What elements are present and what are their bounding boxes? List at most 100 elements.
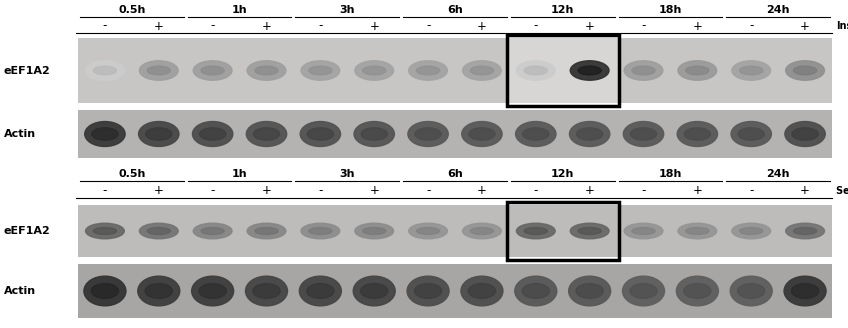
Ellipse shape xyxy=(92,284,119,298)
Ellipse shape xyxy=(570,61,609,80)
Ellipse shape xyxy=(684,128,711,140)
Ellipse shape xyxy=(630,128,656,140)
Ellipse shape xyxy=(686,66,709,75)
Text: -: - xyxy=(641,19,645,32)
Text: 3h: 3h xyxy=(339,5,355,15)
Ellipse shape xyxy=(569,276,611,306)
Text: +: + xyxy=(801,184,810,197)
Ellipse shape xyxy=(92,128,118,140)
Ellipse shape xyxy=(255,66,278,75)
Ellipse shape xyxy=(139,61,178,80)
Ellipse shape xyxy=(301,61,340,80)
Text: Serum (1%): Serum (1%) xyxy=(836,186,848,196)
Ellipse shape xyxy=(462,223,501,239)
Bar xyxy=(507,35,618,106)
Ellipse shape xyxy=(408,121,449,147)
Ellipse shape xyxy=(415,128,441,140)
Text: 12h: 12h xyxy=(551,169,574,179)
Ellipse shape xyxy=(678,223,717,239)
Ellipse shape xyxy=(409,61,448,80)
Ellipse shape xyxy=(469,128,495,140)
Ellipse shape xyxy=(86,223,125,239)
Ellipse shape xyxy=(253,284,280,298)
Ellipse shape xyxy=(794,66,817,75)
Text: -: - xyxy=(533,19,538,32)
Bar xyxy=(78,38,832,103)
Ellipse shape xyxy=(732,223,771,239)
Ellipse shape xyxy=(354,61,393,80)
Ellipse shape xyxy=(354,276,395,306)
Ellipse shape xyxy=(677,276,718,306)
Ellipse shape xyxy=(409,223,448,239)
Ellipse shape xyxy=(247,223,286,239)
Text: eEF1A2: eEF1A2 xyxy=(4,226,51,236)
Ellipse shape xyxy=(686,228,709,235)
Ellipse shape xyxy=(354,223,393,239)
Ellipse shape xyxy=(199,128,226,140)
Ellipse shape xyxy=(361,128,388,140)
Ellipse shape xyxy=(354,121,394,147)
Text: 18h: 18h xyxy=(659,5,682,15)
Ellipse shape xyxy=(576,284,603,298)
Ellipse shape xyxy=(461,121,502,147)
Ellipse shape xyxy=(148,66,170,75)
Ellipse shape xyxy=(407,276,449,306)
Text: 24h: 24h xyxy=(767,169,789,179)
Ellipse shape xyxy=(193,223,232,239)
Ellipse shape xyxy=(255,228,278,235)
Text: -: - xyxy=(103,19,107,32)
Ellipse shape xyxy=(300,121,341,147)
Ellipse shape xyxy=(570,223,609,239)
Text: Actin: Actin xyxy=(4,129,36,139)
Text: -: - xyxy=(749,184,753,197)
Ellipse shape xyxy=(416,228,440,235)
Text: +: + xyxy=(369,19,379,32)
Ellipse shape xyxy=(578,228,601,235)
Text: +: + xyxy=(477,19,487,32)
Ellipse shape xyxy=(145,284,172,298)
Text: Insulin(10ug/ml): Insulin(10ug/ml) xyxy=(836,21,848,31)
Ellipse shape xyxy=(516,121,556,147)
Text: +: + xyxy=(693,19,702,32)
Ellipse shape xyxy=(471,66,494,75)
Ellipse shape xyxy=(416,66,440,75)
Text: +: + xyxy=(153,19,164,32)
Ellipse shape xyxy=(524,228,548,235)
Ellipse shape xyxy=(516,223,555,239)
Ellipse shape xyxy=(415,284,442,298)
Text: 6h: 6h xyxy=(447,169,463,179)
Ellipse shape xyxy=(794,228,817,235)
Text: 1h: 1h xyxy=(232,5,248,15)
Text: 1h: 1h xyxy=(232,169,248,179)
Ellipse shape xyxy=(192,276,234,306)
Ellipse shape xyxy=(731,121,772,147)
Ellipse shape xyxy=(309,228,332,235)
Bar xyxy=(78,205,832,257)
Ellipse shape xyxy=(201,228,224,235)
Ellipse shape xyxy=(732,61,771,80)
Ellipse shape xyxy=(632,228,656,235)
Ellipse shape xyxy=(630,284,657,298)
Ellipse shape xyxy=(738,284,765,298)
Text: -: - xyxy=(318,19,322,32)
Ellipse shape xyxy=(516,61,555,80)
Ellipse shape xyxy=(622,276,665,306)
Ellipse shape xyxy=(137,276,180,306)
Ellipse shape xyxy=(739,228,763,235)
Ellipse shape xyxy=(792,128,818,140)
Text: +: + xyxy=(585,184,594,197)
Ellipse shape xyxy=(299,276,342,306)
Text: +: + xyxy=(153,184,164,197)
Text: -: - xyxy=(641,184,645,197)
Ellipse shape xyxy=(245,276,287,306)
Ellipse shape xyxy=(570,121,610,147)
Ellipse shape xyxy=(785,121,825,147)
Text: eEF1A2: eEF1A2 xyxy=(4,66,51,75)
Ellipse shape xyxy=(623,121,664,147)
Text: Actin: Actin xyxy=(4,286,36,296)
Ellipse shape xyxy=(632,66,656,75)
Ellipse shape xyxy=(471,228,494,235)
Bar xyxy=(507,202,618,260)
Ellipse shape xyxy=(786,61,824,80)
Text: -: - xyxy=(426,19,430,32)
